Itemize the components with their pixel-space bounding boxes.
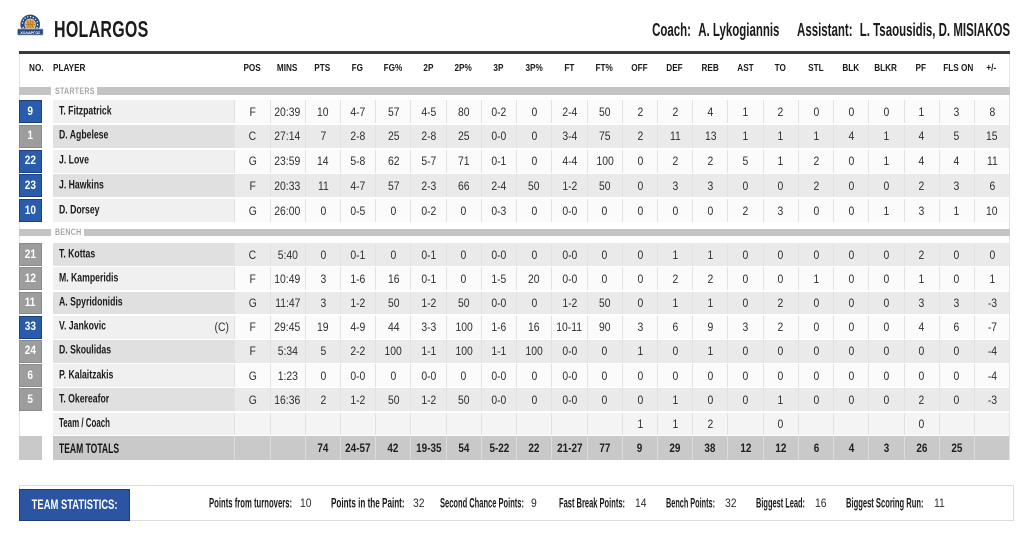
svg-text:XOΛAPΓOΣ: XOΛAPΓOΣ — [20, 31, 41, 35]
